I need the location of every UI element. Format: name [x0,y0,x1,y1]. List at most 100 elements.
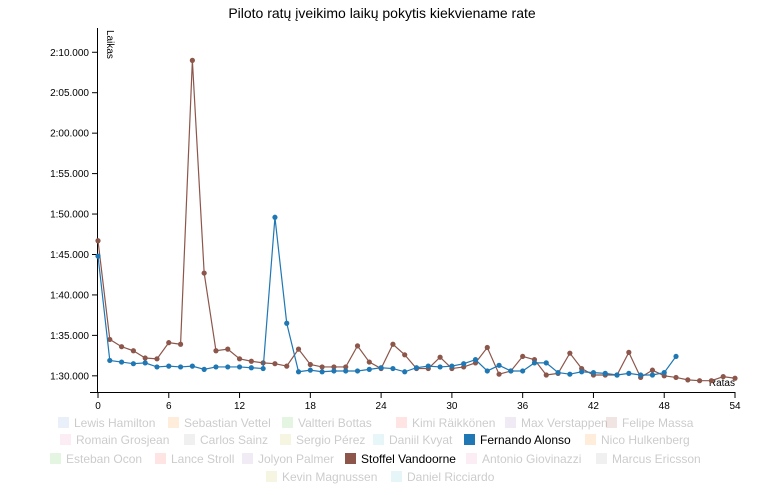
legend-item[interactable]: Max Verstappen [505,416,608,430]
legend-swatch[interactable] [466,453,477,464]
legend-item[interactable]: Stoffel Vandoorne [345,452,456,466]
y-tick-label: 1:35.000 [50,331,89,342]
x-tick-label: 54 [729,401,741,412]
data-point [567,371,573,377]
data-point [555,369,561,376]
legend-label[interactable]: Daniil Kvyat [389,433,453,447]
legend-swatch[interactable] [282,417,293,428]
y-tick-label: 1:55.000 [50,169,89,180]
legend-swatch[interactable] [184,434,195,445]
data-point [260,365,266,372]
x-tick-label: 18 [305,401,317,412]
data-point [307,367,313,373]
legend-item[interactable]: Valtteri Bottas [282,416,372,430]
legend-swatch[interactable] [280,434,291,445]
legend-label[interactable]: Romain Grosjean [76,433,169,447]
legend-item[interactable]: Daniel Ricciardo [391,470,495,484]
legend-swatch[interactable] [242,453,253,464]
legend-item[interactable]: Sebastian Vettel [168,416,271,430]
legend-swatch[interactable] [373,434,384,445]
data-point [390,365,396,372]
data-point [508,368,514,374]
legend-item[interactable]: Jolyon Palmer [242,452,334,466]
legend-item[interactable]: Fernando Alonso [464,433,571,447]
legend-label[interactable]: Carlos Sainz [200,433,268,447]
legend-swatch[interactable] [464,434,475,445]
legend-label[interactable]: Antonio Giovinazzi [482,452,581,466]
data-point [461,361,467,367]
legend-swatch[interactable] [155,453,166,464]
legend-label[interactable]: Jolyon Palmer [258,452,334,466]
data-point [697,378,703,384]
legend-swatch[interactable] [396,417,407,428]
legend-item[interactable]: Daniil Kvyat [373,433,453,447]
legend-swatch[interactable] [391,471,402,482]
legend-swatch[interactable] [60,434,71,445]
legend-label[interactable]: Marcus Ericsson [612,452,701,466]
data-point [272,214,278,220]
legend-swatch[interactable] [50,453,61,464]
legend-label[interactable]: Esteban Ocon [66,452,142,466]
legend-item[interactable]: Sergio Pérez [280,433,365,447]
legend-item[interactable]: Felipe Massa [606,416,694,430]
data-point [248,365,254,371]
data-point [130,361,136,367]
data-point [685,377,691,383]
legend-label[interactable]: Lance Stroll [171,452,234,466]
legend-label[interactable]: Fernando Alonso [480,433,571,447]
legend-item[interactable]: Carlos Sainz [184,433,268,447]
legend-swatch[interactable] [596,453,607,464]
data-point [602,370,608,376]
legend-item[interactable]: Lance Stroll [155,452,234,466]
legend-label[interactable]: Felipe Massa [622,416,694,430]
legend-item[interactable]: Kevin Magnussen [266,470,377,484]
data-point [236,364,243,370]
legend-label[interactable]: Max Verstappen [521,416,608,430]
legend[interactable]: Lewis Hamilton Sebastian Vettel Valtteri B… [50,416,701,484]
legend-swatch[interactable] [606,417,617,428]
data-point [319,364,325,370]
legend-label[interactable]: Sebastian Vettel [184,416,271,430]
x-tick-label: 30 [446,401,458,412]
data-point [649,372,656,378]
legend-item[interactable]: Romain Grosjean [60,433,169,447]
data-point [295,346,302,352]
data-point [225,364,231,370]
y-axis-label: Laikas [104,30,115,59]
legend-item[interactable]: Antonio Giovinazzi [466,452,581,466]
legend-label[interactable]: Kevin Magnussen [282,470,377,484]
legend-item[interactable]: Nico Hulkenberg [585,433,690,447]
data-point [413,365,420,371]
data-point [130,348,136,354]
series-layer [95,57,738,384]
data-point [590,369,597,376]
data-point [331,368,337,374]
data-point [354,343,361,349]
legend-label[interactable]: Kimi Räikkönen [412,416,495,430]
axes: 1:30.000 1:35.000 1:40.000 1:45.000 1:50.000… [50,28,741,412]
legend-swatch[interactable] [345,453,356,464]
data-point [626,370,632,376]
legend-label[interactable]: Nico Hulkenberg [601,433,690,447]
legend-swatch[interactable] [168,417,179,428]
legend-label[interactable]: Daniel Ricciardo [407,470,495,484]
legend-label[interactable]: Sergio Pérez [296,433,365,447]
legend-swatch[interactable] [266,471,277,482]
legend-item[interactable]: Marcus Ericsson [596,452,701,466]
legend-swatch[interactable] [58,417,69,428]
legend-swatch[interactable] [505,417,516,428]
data-point [496,362,502,368]
legend-swatch[interactable] [585,434,596,445]
series-line [97,60,736,382]
legend-item[interactable]: Lewis Hamilton [58,416,155,430]
x-tick-label: 12 [234,401,246,412]
legend-item[interactable]: Esteban Ocon [50,452,142,466]
legend-label[interactable]: Stoffel Vandoorne [361,452,456,466]
legend-label[interactable]: Valtteri Bottas [298,416,372,430]
y-tick-label: 1:50.000 [50,210,89,221]
legend-label[interactable]: Lewis Hamilton [74,416,155,430]
legend-item[interactable]: Kimi Räikkönen [396,416,495,430]
data-point [732,375,738,381]
data-point [449,363,455,369]
data-point [626,349,632,355]
